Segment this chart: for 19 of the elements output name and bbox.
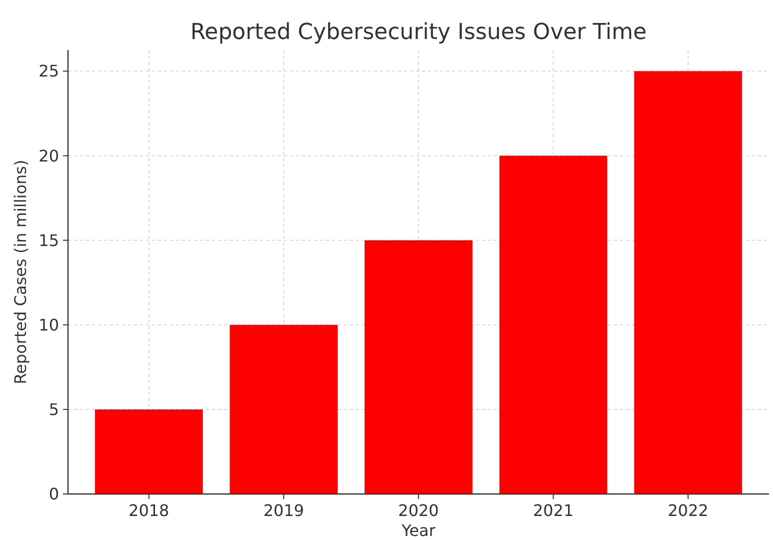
y-tick-label: 0 [48,484,59,504]
bar [230,324,338,494]
bar [499,156,608,494]
x-tick-label: 2020 [398,501,439,520]
x-tick-label: 2019 [263,501,304,520]
x-tick-label: 2018 [128,501,170,520]
x-tick-label: 2021 [532,501,574,520]
y-tick-label: 20 [38,146,59,166]
y-tick-label: 5 [48,400,59,420]
x-tick-label: 2022 [668,501,708,520]
bar [634,71,742,494]
y-tick-label: 25 [38,62,59,81]
y-axis-title: Reported Cases (in millions) [11,160,30,384]
y-tick-label: 10 [38,315,59,334]
bar [94,409,203,494]
x-axis-title: Year [400,521,436,540]
bar [364,240,472,494]
y-tick-label: 15 [38,230,59,250]
chart-title: Reported Cybersecurity Issues Over Time [190,20,647,45]
